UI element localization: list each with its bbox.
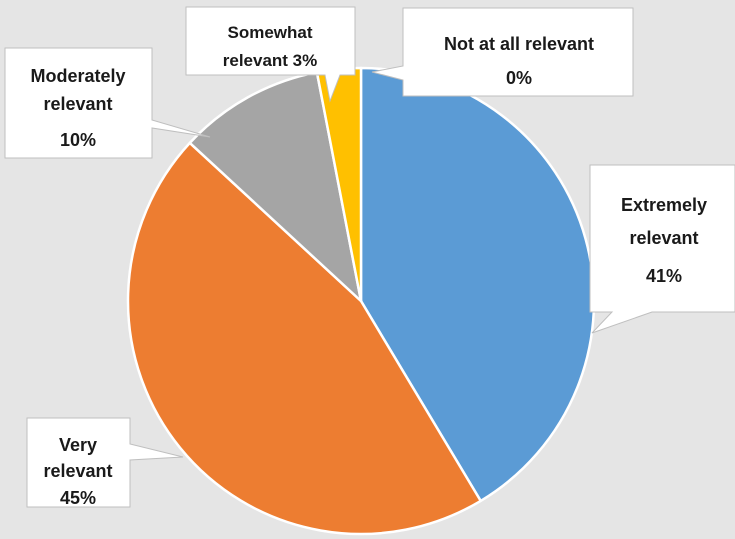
- label-moderately-relevant-line1: Moderately: [30, 66, 125, 86]
- pie-slice-very-relevant: [126, 141, 482, 536]
- label-not-at-all-relevant-line1: Not at all relevant: [444, 34, 594, 54]
- label-very-relevant-line2: relevant: [43, 461, 112, 481]
- label-extremely-relevant-value: 41%: [646, 266, 682, 286]
- label-moderately-relevant-value: 10%: [60, 130, 96, 150]
- callout-box-moderately-relevant: [4, 47, 211, 159]
- callout-very-relevant: Very relevant 45%: [26, 417, 184, 508]
- label-somewhat-relevant-line1: Somewhat: [227, 23, 312, 42]
- callout-box-extremely-relevant: [589, 164, 735, 334]
- callout-moderately-relevant: Moderately relevant 10%: [4, 47, 211, 159]
- label-extremely-relevant-line1: Extremely: [621, 195, 707, 215]
- callout-box-somewhat-relevant: [185, 6, 356, 103]
- label-extremely-relevant-line2: relevant: [629, 228, 698, 248]
- callout-somewhat-relevant: Somewhat relevant 3%: [185, 6, 356, 103]
- label-somewhat-relevant-line2: relevant 3%: [223, 51, 318, 70]
- callout-extremely-relevant: Extremely relevant 41%: [589, 164, 735, 334]
- label-not-at-all-relevant-value: 0%: [506, 68, 532, 88]
- slices-layer: [126, 66, 596, 536]
- callout-box-very-relevant: [26, 417, 184, 508]
- label-very-relevant-line1: Very: [59, 435, 97, 455]
- callouts-layer: Extremely relevant 41% Very relevant 45%…: [4, 6, 735, 508]
- label-moderately-relevant-line2: relevant: [43, 94, 112, 114]
- callout-box-not-at-all-relevant: [371, 7, 634, 97]
- label-very-relevant-value: 45%: [60, 488, 96, 508]
- callout-not-at-all-relevant: Not at all relevant 0%: [371, 7, 634, 97]
